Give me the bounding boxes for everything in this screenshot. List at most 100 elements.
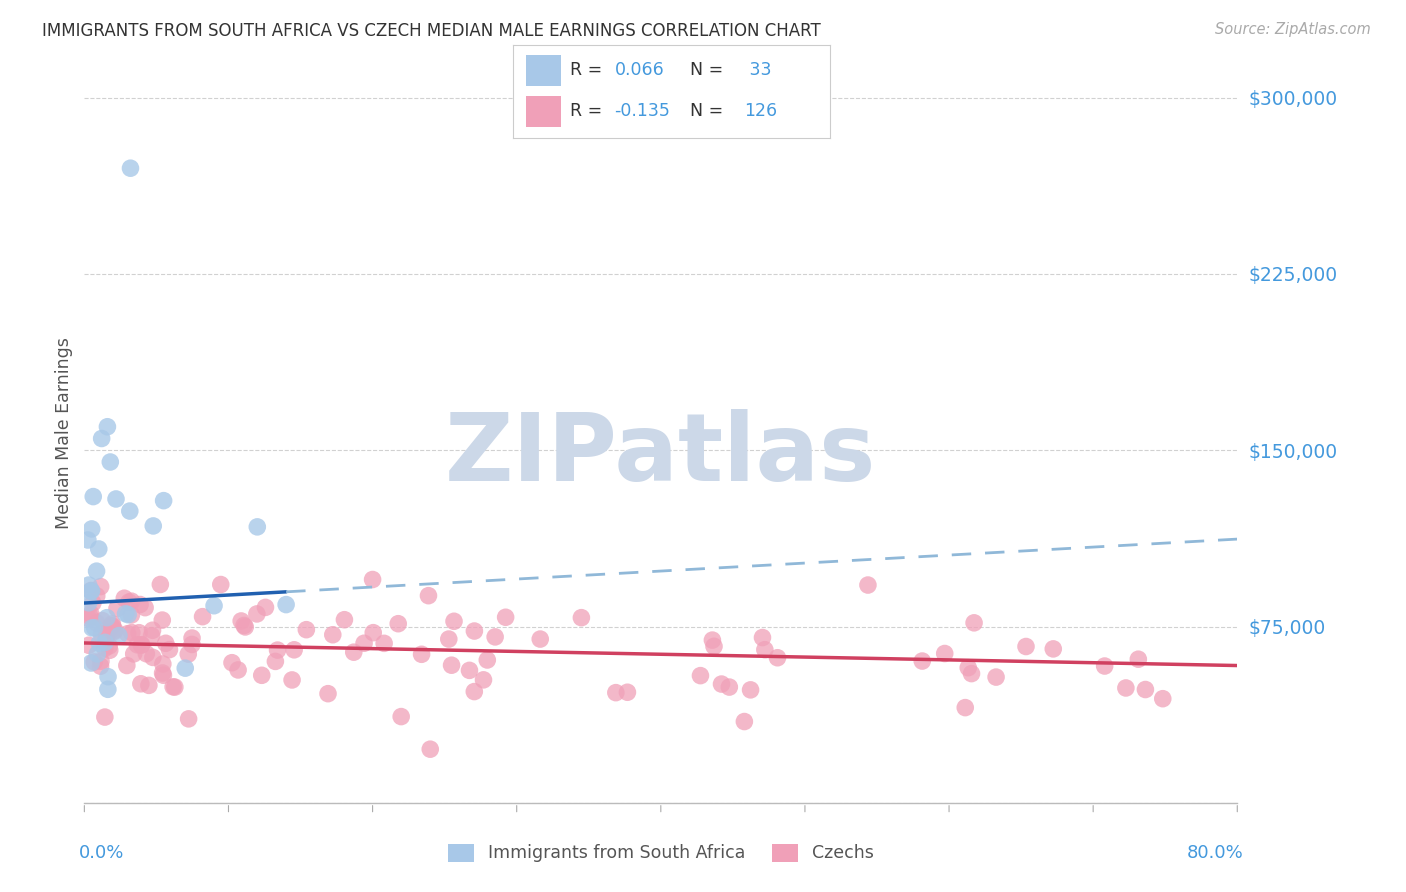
- Point: [1115, 681, 1137, 695]
- Text: 80.0%: 80.0%: [1187, 844, 1243, 862]
- Point: [100, 618, 122, 632]
- Bar: [526, 96, 561, 127]
- Point: [91, 614, 114, 628]
- Point: [177, 647, 200, 661]
- Point: [209, 577, 232, 591]
- Point: [571, 610, 593, 624]
- Point: [141, 629, 163, 643]
- Point: [463, 684, 485, 698]
- Point: [86, 589, 108, 603]
- Point: [437, 632, 460, 646]
- Point: [79, 609, 101, 624]
- Point: [246, 607, 269, 621]
- Point: [221, 656, 243, 670]
- Y-axis label: Median Male Earnings: Median Male Earnings: [55, 336, 73, 529]
- Point: [155, 636, 177, 650]
- Text: IMMIGRANTS FROM SOUTH AFRICA VS CZECH MEDIAN MALE EARNINGS CORRELATION CHART: IMMIGRANTS FROM SOUTH AFRICA VS CZECH ME…: [42, 22, 821, 40]
- Text: 0.066: 0.066: [614, 61, 664, 78]
- Point: [529, 632, 551, 646]
- Point: [740, 682, 762, 697]
- Point: [86, 647, 108, 661]
- Point: [440, 658, 463, 673]
- Point: [118, 595, 141, 609]
- Point: [94, 710, 117, 724]
- Point: [77, 611, 100, 625]
- Text: R =: R =: [571, 102, 607, 120]
- Point: [96, 611, 118, 625]
- Point: [152, 657, 174, 671]
- Point: [233, 620, 256, 634]
- Point: [191, 609, 214, 624]
- Point: [361, 625, 384, 640]
- Point: [121, 625, 143, 640]
- Point: [149, 577, 172, 591]
- Point: [142, 519, 165, 533]
- Point: [127, 638, 149, 652]
- Text: ZIPatlas: ZIPatlas: [446, 409, 876, 500]
- Point: [387, 616, 409, 631]
- Text: 126: 126: [744, 102, 778, 120]
- Text: N =: N =: [690, 102, 730, 120]
- Point: [86, 564, 108, 578]
- Point: [83, 655, 105, 669]
- Point: [128, 625, 150, 640]
- Point: [90, 432, 112, 446]
- Point: [90, 654, 112, 668]
- Point: [97, 670, 120, 684]
- Point: [77, 578, 100, 592]
- Point: [97, 682, 120, 697]
- Point: [373, 636, 395, 650]
- Point: [129, 677, 152, 691]
- Point: [710, 677, 733, 691]
- Point: [80, 583, 103, 598]
- Point: [443, 614, 465, 628]
- Point: [87, 541, 110, 556]
- Point: [955, 700, 977, 714]
- Point: [80, 621, 103, 635]
- Point: [254, 600, 277, 615]
- Point: [264, 654, 287, 668]
- Point: [152, 668, 174, 682]
- Point: [80, 522, 103, 536]
- Point: [90, 627, 112, 641]
- Point: [131, 638, 153, 652]
- Point: [246, 520, 269, 534]
- Point: [105, 601, 128, 615]
- Text: N =: N =: [690, 61, 730, 78]
- Point: [121, 594, 143, 608]
- Bar: [526, 55, 561, 86]
- Point: [90, 580, 112, 594]
- Point: [152, 665, 174, 680]
- Point: [281, 673, 304, 687]
- Point: [103, 624, 125, 639]
- Point: [77, 533, 100, 547]
- Point: [605, 686, 627, 700]
- Point: [105, 491, 128, 506]
- Point: [960, 666, 983, 681]
- Point: [104, 623, 127, 637]
- Point: [419, 742, 441, 756]
- Point: [118, 504, 141, 518]
- Point: [754, 642, 776, 657]
- Point: [484, 630, 506, 644]
- Point: [233, 618, 256, 632]
- Point: [463, 624, 485, 638]
- Point: [1094, 659, 1116, 673]
- Point: [250, 668, 273, 682]
- Point: [138, 678, 160, 692]
- Point: [957, 661, 980, 675]
- Point: [117, 607, 139, 622]
- Point: [129, 598, 152, 612]
- Point: [202, 599, 225, 613]
- Point: [718, 680, 741, 694]
- Point: [98, 639, 121, 653]
- Point: [134, 600, 156, 615]
- Point: [472, 673, 495, 687]
- Point: [177, 712, 200, 726]
- Point: [114, 607, 136, 621]
- Point: [1135, 682, 1157, 697]
- Point: [135, 647, 157, 661]
- Point: [98, 624, 121, 639]
- Point: [733, 714, 755, 729]
- Point: [353, 636, 375, 650]
